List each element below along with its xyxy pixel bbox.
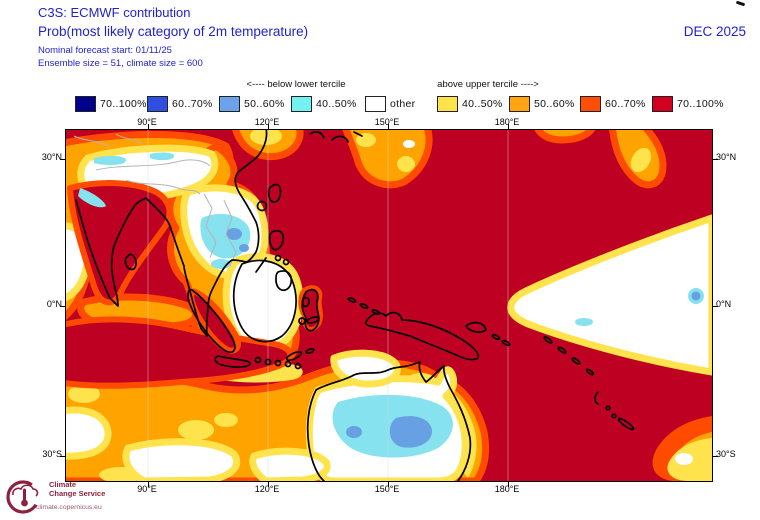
map-corner-inset [652,416,712,481]
axis-tick [268,482,269,487]
axis-tick [713,456,718,457]
legend-label: other [390,98,416,110]
legend-label: 60..70% [605,98,646,110]
axis-tick [268,124,269,129]
axis-tick [388,482,389,487]
legend-swatch [147,96,168,112]
legend-label: 70..100% [677,98,724,110]
y-axis-label-right: 30°N [716,152,737,162]
legend-swatch [219,96,240,112]
x-axis-label-top: 90°E [137,117,157,127]
legend-label: 60..70% [172,98,213,110]
legend-label: 40..50% [462,98,503,110]
logo-url: climate.copernicus.eu [36,504,102,511]
x-axis-label-bottom: 150°E [374,484,400,494]
axis-tick [148,124,149,129]
corner-mark [735,0,746,7]
y-axis-label-right: 0°N [716,299,732,309]
legend-caption-below: <---- below lower tercile [246,79,346,90]
legend-swatch [291,96,312,112]
y-axis-label-right: 30°S [716,449,736,459]
x-axis-label-top: 150°E [374,117,400,127]
logo-cloud [12,484,39,497]
x-axis-label-bottom: 120°E [254,484,280,494]
logo-thermometer-bulb [21,499,28,507]
page-subtitle: Prob(most likely category of 2m temperat… [38,24,309,39]
x-axis-label-bottom: 180°E [494,484,520,494]
ensemble-info: Ensemble size = 51, climate size = 600 [38,58,203,69]
legend-swatch [580,96,601,112]
legend-swatch [75,96,96,112]
legend-swatch [365,96,386,112]
forecast-map [54,120,718,487]
axis-tick [388,124,389,129]
axis-tick [60,159,65,160]
legend-swatch [437,96,458,112]
map-below-tercile-patches [78,152,704,458]
map-coastlines [75,127,635,482]
axis-tick [713,159,718,160]
map-gray-borders [73,133,237,267]
x-axis-label-bottom: 90°E [137,484,157,494]
logo-crescent [6,480,40,514]
valid-date-label: DEC 2025 [683,24,746,39]
y-axis-label-left: 30°N [41,152,62,162]
y-axis-label-left: 30°S [42,449,62,459]
legend-swatch [509,96,530,112]
legend-swatch [652,96,673,112]
logo-text-line2: Change Service [49,489,106,498]
legend-label: 40..50% [316,98,357,110]
copernicus-c3s-logo [6,480,40,514]
map-gridlines [147,130,509,481]
y-axis-label-left: 0°N [46,299,62,309]
forecast-start: Nominal forecast start: 01/11/25 [38,45,172,56]
logo-text-line1: Climate [49,480,77,489]
legend-caption-above: above upper tercile ----> [437,79,539,90]
axis-tick [508,482,509,487]
legend-label: 50..60% [534,98,575,110]
page-title: C3S: ECMWF contribution [38,5,191,20]
axis-tick [508,124,509,129]
axis-tick [60,456,65,457]
legend-label: 70..100% [100,98,147,110]
axis-tick [60,306,65,307]
x-axis-label-top: 180°E [494,117,520,127]
axis-tick [148,482,149,487]
probability-map-svg [54,120,716,485]
axis-tick [713,306,718,307]
map-crimson-overlays [55,180,323,389]
legend-label: 50..60% [244,98,285,110]
x-axis-label-top: 120°E [254,117,280,127]
